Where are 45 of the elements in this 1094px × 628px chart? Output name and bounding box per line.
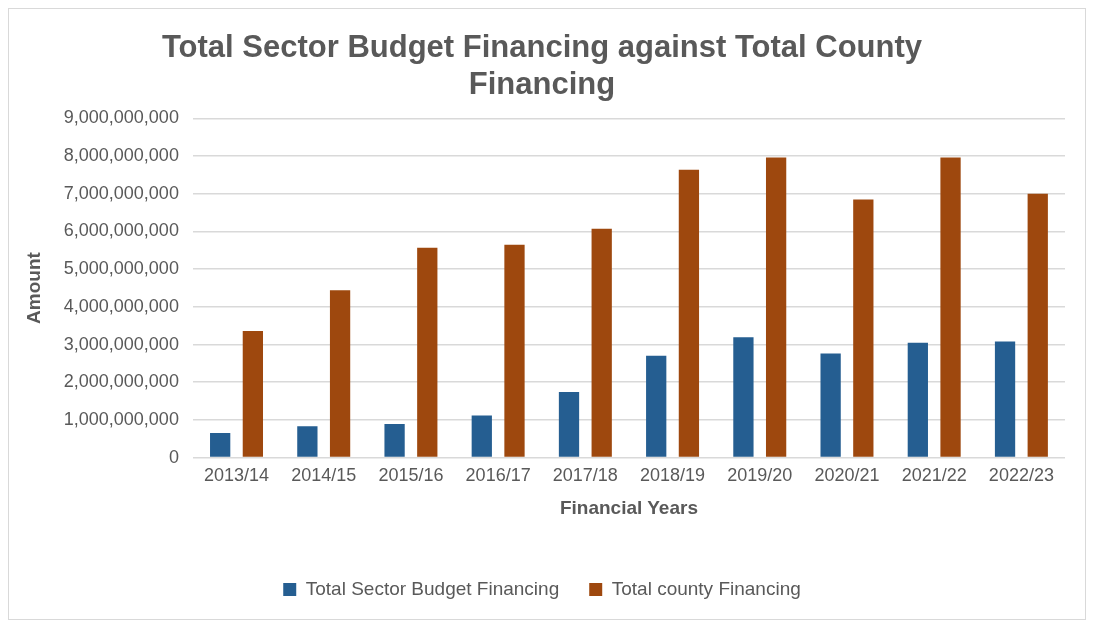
x-tick-label: 2022/23 xyxy=(988,465,1054,486)
bar xyxy=(820,353,841,457)
y-tick-label: 3,000,000,000 xyxy=(63,333,179,354)
bar xyxy=(384,424,405,457)
bar xyxy=(907,342,928,457)
y-tick-label: 7,000,000,000 xyxy=(63,182,179,203)
bar xyxy=(940,157,961,457)
bar xyxy=(297,426,318,457)
x-tick-label: 2017/18 xyxy=(552,465,618,486)
bar xyxy=(646,355,667,457)
y-tick-label: 4,000,000,000 xyxy=(63,295,179,316)
legend-label: Total county Financing xyxy=(611,577,801,599)
x-tick-label: 2020/21 xyxy=(814,465,880,486)
bar xyxy=(591,228,612,457)
x-tick-label: 2013/14 xyxy=(203,465,270,486)
bar xyxy=(733,337,754,457)
y-tick-label: 8,000,000,000 xyxy=(63,145,179,166)
bar xyxy=(471,415,492,457)
x-axis-title: Financial Years xyxy=(559,496,698,518)
y-tick-label: 6,000,000,000 xyxy=(63,220,179,241)
y-axis-title: Amount xyxy=(22,251,44,324)
x-tick-label: 2021/22 xyxy=(901,465,967,486)
chart-title: Total Sector Budget Financing against Total County Financing xyxy=(161,29,923,102)
x-tick-label: 2018/19 xyxy=(640,465,706,486)
bar xyxy=(210,433,231,457)
bar xyxy=(1027,193,1048,457)
legend-label: Total Sector Budget Financing xyxy=(305,577,560,599)
y-tick-label: 2,000,000,000 xyxy=(63,371,179,392)
bar xyxy=(994,341,1016,457)
x-tick-label: 2016/17 xyxy=(465,465,531,486)
y-tick-label: 9,000,000,000 xyxy=(63,107,179,128)
bar xyxy=(678,169,700,457)
bar xyxy=(765,157,787,457)
x-tick-label: 2015/16 xyxy=(378,465,444,486)
x-tick-label: 2014/15 xyxy=(291,465,357,486)
bar xyxy=(558,392,580,457)
bar xyxy=(329,290,351,457)
bar xyxy=(242,330,264,457)
bar xyxy=(504,244,525,457)
x-tick-label: 2019/20 xyxy=(727,465,793,486)
bar xyxy=(853,199,874,457)
y-tick-label: 5,000,000,000 xyxy=(63,258,179,279)
y-tick-label: 0 xyxy=(168,446,179,467)
y-tick-label: 1,000,000,000 xyxy=(63,408,179,429)
bar xyxy=(417,247,438,457)
